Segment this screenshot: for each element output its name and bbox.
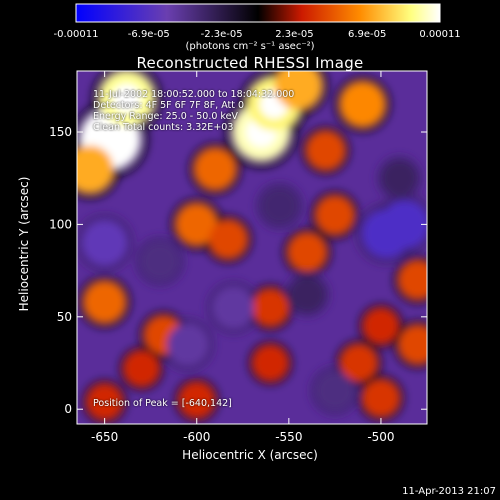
source-blob <box>167 324 208 365</box>
y-tick-label: 50 <box>57 310 72 324</box>
source-core <box>93 123 127 156</box>
time-range-label: 11-Jul-2002 18:00:52.000 to 18:04:32.000 <box>93 89 295 100</box>
source-blob <box>289 277 325 313</box>
source-blob <box>274 71 322 110</box>
colorbar-units: (photons cm⁻² s⁻¹ asec⁻²) <box>185 41 315 52</box>
source-blob <box>381 160 417 196</box>
source-blob <box>315 196 354 235</box>
colorbar-tick-label: 0.00011 <box>419 29 461 40</box>
source-blob <box>124 351 159 386</box>
x-tick-label: -600 <box>183 430 210 444</box>
source-blob <box>261 187 298 225</box>
source-blob <box>77 145 114 193</box>
x-tick-label: -650 <box>91 430 118 444</box>
timestamp: 11-Apr-2013 21:07 <box>402 486 496 497</box>
x-axis-label: Heliocentric X (arcsec) <box>182 448 318 462</box>
source-blob <box>179 382 215 418</box>
source-blob <box>82 220 127 265</box>
y-axis-label: Heliocentric Y (arcsec) <box>17 176 31 312</box>
source-core <box>111 83 142 114</box>
plot-frame <box>76 70 428 425</box>
source-blob <box>288 233 327 272</box>
source-blob <box>87 384 123 420</box>
source-blob <box>315 371 354 410</box>
source-blob <box>253 345 288 381</box>
method-counts-label: Clean Total counts: 3.32E+03 <box>93 122 234 133</box>
source-blob <box>362 379 400 417</box>
x-tick-label: -550 <box>275 430 302 444</box>
source-blob <box>252 289 289 326</box>
source-blob <box>213 287 255 328</box>
colorbar-tick-label: -0.00011 <box>53 29 99 40</box>
energy-range-label: Energy Range: 25.0 - 50.0 keV <box>93 111 238 122</box>
source-blob <box>194 148 236 190</box>
source-blob <box>176 203 218 245</box>
source-blob <box>398 260 427 299</box>
source-blob <box>381 200 427 248</box>
source-blob <box>398 325 427 364</box>
y-tick-label: 100 <box>49 217 72 231</box>
colorbar-gradient <box>75 3 441 23</box>
colorbar-tick-label: -2.3e-05 <box>200 29 243 40</box>
page-title: Reconstructed RHESSI Image <box>136 54 364 72</box>
colorbar-tick-label: 6.9e-05 <box>347 29 387 40</box>
source-blob <box>140 242 179 281</box>
source-blob <box>84 281 126 323</box>
source-blob <box>340 344 378 382</box>
source-blob <box>340 82 385 127</box>
source-blob <box>363 308 399 344</box>
peak-position-label: Position of Peak = [-640,142] <box>93 398 232 409</box>
source-blob <box>209 220 247 259</box>
colorbar-tick-label: 2.3e-05 <box>275 29 314 40</box>
source-blob <box>306 131 345 170</box>
y-tick-label: 0 <box>64 402 72 416</box>
colorbar <box>75 3 441 23</box>
y-tick-label: 150 <box>49 125 72 139</box>
colorbar-tick-label: -6.9e-05 <box>127 29 170 40</box>
detectors-label: Detectors: 4F 5F 6F 7F 8F, Att 0 <box>93 100 245 111</box>
x-tick-label: -500 <box>367 430 394 444</box>
